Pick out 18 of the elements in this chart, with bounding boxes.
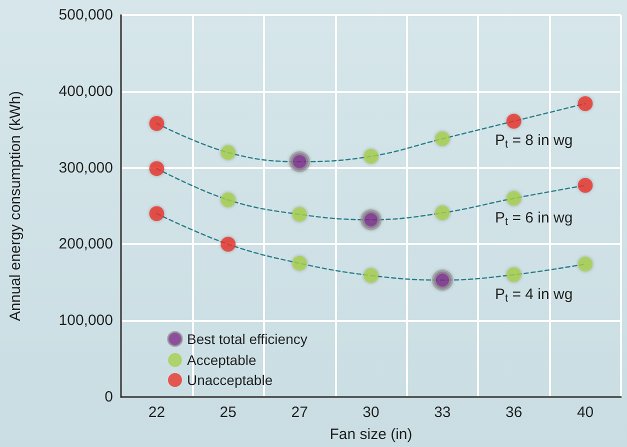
x-tick-label: 40 [576, 404, 594, 421]
y-tick-label: 500,000 [58, 6, 113, 24]
legend-label: Acceptable [187, 352, 256, 368]
y-tick-label: 0 [104, 388, 113, 406]
y-tick-label: 400,000 [58, 82, 113, 100]
x-tick-label: 30 [362, 404, 380, 421]
y-tick-label: 200,000 [58, 236, 113, 253]
x-axis-title: Fan size (in) [330, 426, 412, 443]
x-tick-label: 27 [291, 404, 308, 421]
x-tick-label: 25 [220, 404, 236, 421]
y-tick-label: 100,000 [58, 312, 113, 330]
y-axis-title: Annual energy consumption (kWh) [7, 90, 24, 322]
y-tick-label: 300,000 [58, 159, 113, 176]
x-tick-label: 33 [434, 404, 451, 421]
x-tick-label: 36 [506, 404, 522, 421]
legend-label: Unacceptable [187, 372, 273, 388]
legend-label: Best total efficiency [187, 331, 308, 347]
x-tick-label: 22 [148, 404, 166, 421]
